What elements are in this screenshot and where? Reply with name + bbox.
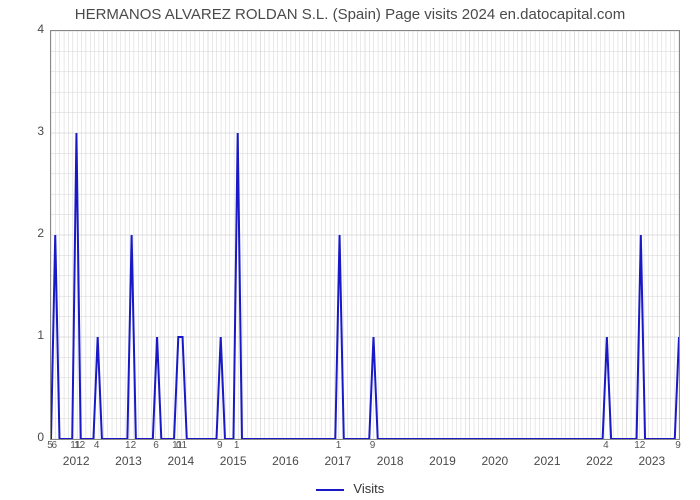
plot-area [50, 30, 680, 440]
x-minor-tick: 01 [174, 440, 190, 451]
x-major-tick: 2022 [580, 454, 620, 468]
legend: Visits [0, 481, 700, 496]
x-minor-tick: 9 [364, 440, 380, 451]
x-major-tick: 2012 [56, 454, 96, 468]
chart-title: HERMANOS ALVAREZ ROLDAN S.L. (Spain) Pag… [0, 6, 700, 23]
legend-label: Visits [353, 481, 384, 496]
x-major-tick: 2017 [318, 454, 358, 468]
x-minor-tick: 12 [632, 440, 648, 451]
y-tick: 1 [14, 328, 44, 342]
x-major-tick: 2013 [109, 454, 149, 468]
x-minor-tick: 1 [229, 440, 245, 451]
x-major-tick: 2016 [266, 454, 306, 468]
x-major-tick: 2018 [370, 454, 410, 468]
x-minor-tick: 4 [598, 440, 614, 451]
x-minor-tick: 6 [148, 440, 164, 451]
x-major-tick: 2023 [632, 454, 672, 468]
x-minor-tick: 9 [212, 440, 228, 451]
x-major-tick: 2019 [423, 454, 463, 468]
x-minor-tick: 1 [331, 440, 347, 451]
x-minor-tick: 9 [670, 440, 686, 451]
x-minor-tick: 12 [72, 440, 88, 451]
chart-container: HERMANOS ALVAREZ ROLDAN S.L. (Spain) Pag… [0, 0, 700, 500]
y-tick: 2 [14, 226, 44, 240]
x-major-tick: 2015 [213, 454, 253, 468]
x-minor-tick: 12 [123, 440, 139, 451]
x-major-tick: 2021 [527, 454, 567, 468]
x-major-tick: 2020 [475, 454, 515, 468]
x-major-tick: 2014 [161, 454, 201, 468]
legend-swatch [316, 489, 344, 491]
x-minor-tick: 6 [46, 440, 62, 451]
y-tick: 3 [14, 124, 44, 138]
x-minor-tick: 4 [89, 440, 105, 451]
y-tick: 0 [14, 430, 44, 444]
chart-svg [51, 31, 679, 439]
grid [51, 31, 679, 439]
y-tick: 4 [14, 22, 44, 36]
